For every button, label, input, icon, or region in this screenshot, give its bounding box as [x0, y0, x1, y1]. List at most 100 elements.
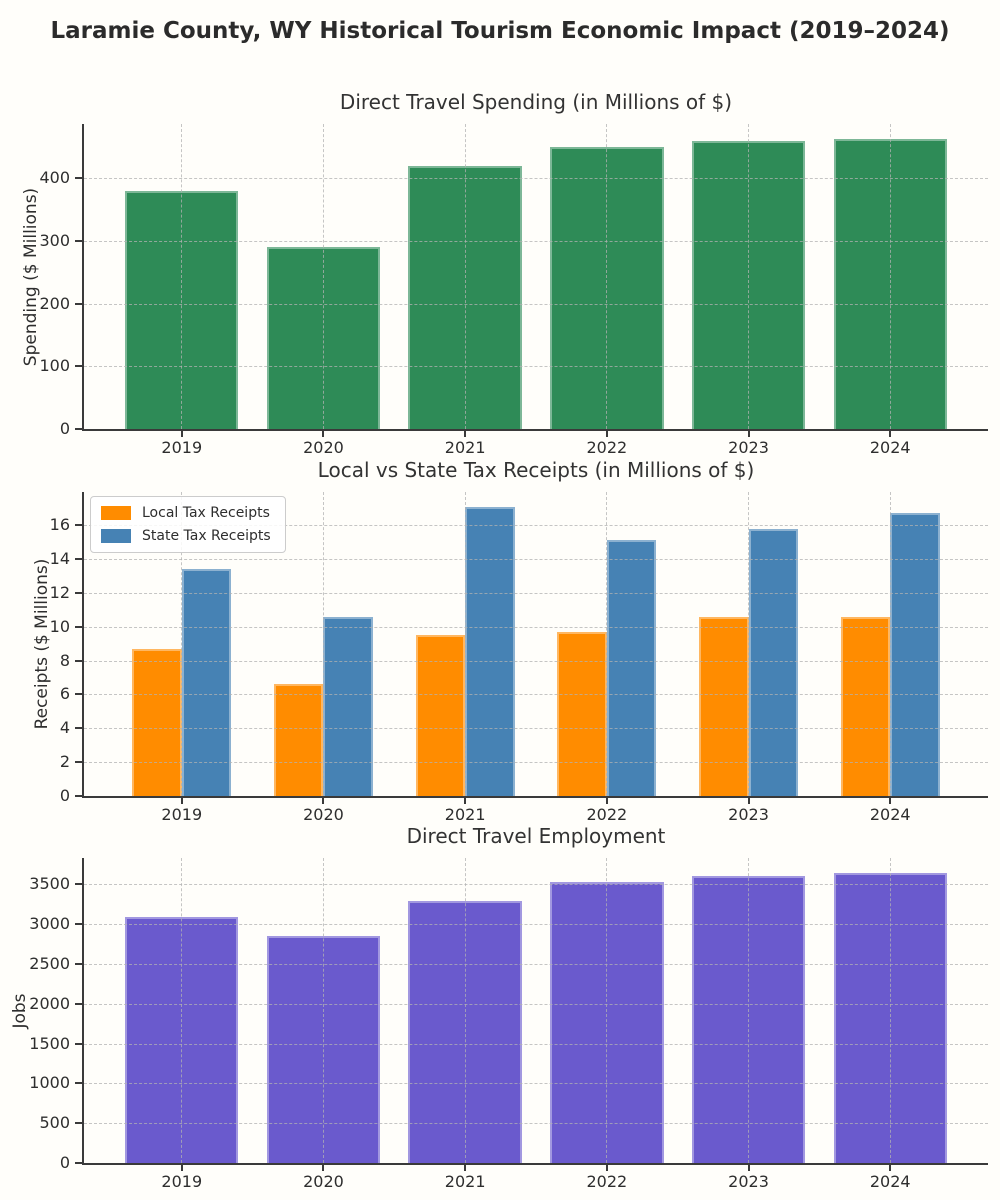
y-tick-label: 400 — [39, 168, 70, 188]
gridline-vertical — [181, 858, 183, 1163]
y-tick-mark — [75, 1082, 82, 1085]
y-tick-mark — [75, 923, 82, 926]
gridline-horizontal — [84, 592, 988, 594]
gridline-vertical — [464, 492, 466, 796]
y-tick-mark — [75, 795, 82, 797]
y-tick-label: 0 — [59, 1153, 70, 1172]
x-tick-label: 2019 — [161, 438, 203, 457]
y-tick-label: 500 — [39, 1113, 70, 1133]
bar-2022-state-tax-receipts — [606, 540, 657, 796]
y-tick-mark — [75, 727, 82, 730]
x-tick-mark — [180, 1165, 183, 1171]
gridline-horizontal — [84, 559, 988, 561]
gridline-horizontal — [84, 1003, 988, 1005]
gridline-vertical — [889, 492, 891, 796]
y-tick-label: 10 — [49, 616, 70, 636]
y-tick-mark — [75, 1002, 82, 1005]
x-tick-mark — [605, 798, 608, 804]
gridline-vertical — [322, 492, 324, 796]
legend-label: Local Tax Receipts — [142, 505, 270, 521]
gridline-horizontal — [84, 694, 988, 696]
y-tick-label: 0 — [59, 419, 70, 438]
x-tick-label: 2021 — [444, 1172, 486, 1191]
x-tick-label: 2023 — [728, 1172, 769, 1191]
gridline-vertical — [464, 858, 466, 1163]
gridline-horizontal — [84, 884, 988, 886]
x-tick-label: 2020 — [303, 805, 344, 824]
x-tick-mark — [322, 1165, 325, 1171]
y-tick-mark — [75, 1042, 82, 1045]
y-tick-mark — [75, 428, 82, 430]
legend-item: State Tax Receipts — [101, 528, 271, 544]
y-tick-label: 16 — [49, 515, 70, 535]
gridline-vertical — [181, 492, 183, 796]
gridline-horizontal — [84, 762, 988, 764]
gridline-horizontal — [84, 660, 988, 662]
y-tick-label: 8 — [59, 650, 70, 670]
gridline-vertical — [889, 858, 891, 1163]
bar-2021-local-tax-receipts — [415, 635, 466, 796]
bar-2023-local-tax-receipts — [698, 616, 749, 796]
gridline-horizontal — [84, 924, 988, 926]
x-tick-mark — [180, 431, 183, 437]
bar-2021-state-tax-receipts — [465, 506, 515, 796]
x-tick-label: 2024 — [869, 805, 911, 824]
gridline-vertical — [606, 492, 608, 796]
y-tick-mark — [75, 302, 82, 305]
y-tick-mark — [75, 591, 82, 594]
y-tick-label: 12 — [49, 582, 70, 602]
gridline-horizontal — [84, 525, 988, 527]
y-tick-mark — [75, 524, 82, 527]
y-tick-mark — [75, 659, 82, 662]
x-tick-mark — [889, 1165, 892, 1171]
gridline-vertical — [889, 124, 891, 429]
y-tick-label: 3000 — [29, 914, 70, 934]
gridline-horizontal — [84, 728, 988, 730]
x-tick-mark — [322, 431, 325, 437]
y-tick-mark — [75, 365, 82, 368]
bar-2020-state-tax-receipts — [323, 616, 374, 796]
figure-title: Laramie County, WY Historical Tourism Ec… — [50, 18, 950, 44]
legend-label: State Tax Receipts — [142, 528, 271, 544]
gridline-horizontal — [84, 1083, 988, 1085]
gridline-horizontal — [84, 1043, 988, 1045]
bar-2022-local-tax-receipts — [557, 631, 607, 796]
gridline-vertical — [606, 124, 608, 429]
gridline-horizontal — [84, 303, 988, 305]
plot-area: 0 100 200 300 400 2019 2020 2021 2022 2023 2024 — [39, 124, 988, 457]
legend-item: Local Tax Receipts — [101, 505, 271, 521]
gridline-horizontal — [84, 366, 988, 368]
gridline-vertical — [322, 124, 324, 429]
x-tick-mark — [747, 798, 750, 804]
y-tick-label: 4 — [59, 718, 70, 738]
y-tick-label: 200 — [39, 293, 70, 313]
x-tick-mark — [605, 431, 608, 437]
bar-2020-local-tax-receipts — [273, 684, 324, 796]
x-tick-mark — [747, 431, 750, 437]
gridline-horizontal — [84, 241, 988, 243]
y-tick-mark — [75, 1122, 82, 1125]
x-tick-mark — [889, 798, 892, 804]
y-tick-label: 1500 — [29, 1033, 70, 1053]
x-tick-label: 2022 — [586, 438, 628, 457]
gridline-vertical — [606, 858, 608, 1163]
bar-2019-local-tax-receipts — [132, 648, 182, 796]
y-tick-label: 0 — [59, 786, 70, 805]
legend: Local Tax Receipts State Tax Receipts — [90, 496, 286, 553]
x-tick-mark — [464, 431, 467, 437]
x-tick-label: 2022 — [586, 805, 628, 824]
gridline-vertical — [748, 858, 750, 1163]
gridline-horizontal — [84, 1123, 988, 1125]
chart-title: Direct Travel Employment — [406, 824, 666, 848]
y-tick-label: 2500 — [29, 954, 70, 974]
x-tick-label: 2024 — [869, 438, 911, 457]
x-tick-label: 2023 — [728, 805, 769, 824]
x-tick-label: 2024 — [869, 1172, 911, 1191]
bar-2024-state-tax-receipts — [890, 513, 940, 796]
x-tick-label: 2020 — [303, 1172, 344, 1191]
x-tick-mark — [605, 1165, 608, 1171]
y-tick-mark — [75, 963, 82, 966]
